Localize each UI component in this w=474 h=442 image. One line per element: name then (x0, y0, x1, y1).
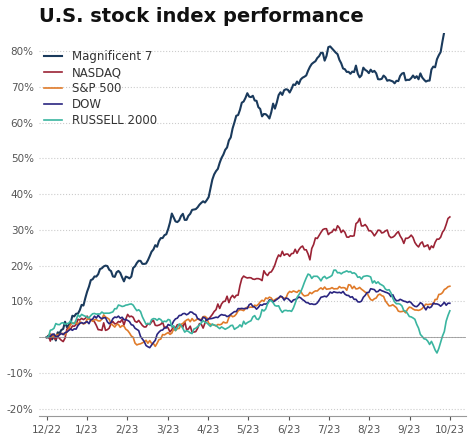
Legend: Magnificent 7, NASDAQ, S&P 500, DOW, RUSSELL 2000: Magnificent 7, NASDAQ, S&P 500, DOW, RUS… (45, 50, 157, 127)
S&P 500 (44, 335, 49, 340)
RUSSELL 2000 (162, 319, 167, 324)
NASDAQ (399, 236, 405, 241)
S&P 500 (447, 284, 453, 289)
NASDAQ (156, 323, 162, 328)
RUSSELL 2000 (259, 307, 265, 312)
NASDAQ (60, 339, 66, 344)
Line: DOW: DOW (46, 289, 450, 348)
S&P 500 (401, 309, 407, 314)
RUSSELL 2000 (447, 308, 453, 313)
Text: U.S. stock index performance: U.S. stock index performance (38, 7, 363, 26)
Line: NASDAQ: NASDAQ (46, 217, 450, 342)
S&P 500 (156, 337, 162, 342)
Magnificent 7 (386, 77, 392, 83)
Magnificent 7 (399, 71, 405, 76)
RUSSELL 2000 (44, 335, 49, 340)
NASDAQ (164, 324, 169, 329)
RUSSELL 2000 (407, 314, 412, 319)
Magnificent 7 (156, 238, 162, 244)
DOW (44, 335, 49, 340)
Magnificent 7 (447, 2, 453, 7)
Line: RUSSELL 2000: RUSSELL 2000 (46, 270, 450, 353)
Line: S&P 500: S&P 500 (46, 285, 450, 347)
DOW (156, 329, 162, 335)
NASDAQ (447, 214, 453, 220)
DOW (447, 301, 453, 306)
DOW (388, 294, 394, 299)
RUSSELL 2000 (333, 267, 338, 273)
S&P 500 (164, 331, 169, 336)
RUSSELL 2000 (154, 318, 160, 323)
NASDAQ (261, 268, 267, 274)
Magnificent 7 (261, 111, 267, 117)
RUSSELL 2000 (399, 303, 405, 309)
S&P 500 (408, 305, 414, 310)
RUSSELL 2000 (386, 287, 392, 292)
DOW (261, 301, 267, 307)
DOW (164, 325, 169, 331)
Line: Magnificent 7: Magnificent 7 (46, 4, 450, 340)
S&P 500 (153, 344, 158, 349)
Magnificent 7 (407, 77, 412, 83)
NASDAQ (44, 335, 49, 340)
DOW (408, 300, 414, 305)
S&P 500 (261, 299, 267, 304)
DOW (147, 345, 153, 351)
NASDAQ (407, 235, 412, 240)
RUSSELL 2000 (434, 351, 440, 356)
NASDAQ (386, 233, 392, 239)
S&P 500 (388, 303, 394, 309)
S&P 500 (346, 282, 351, 287)
DOW (368, 286, 374, 291)
Magnificent 7 (44, 335, 49, 340)
DOW (401, 298, 407, 304)
Magnificent 7 (164, 232, 169, 237)
Magnificent 7 (53, 338, 59, 343)
